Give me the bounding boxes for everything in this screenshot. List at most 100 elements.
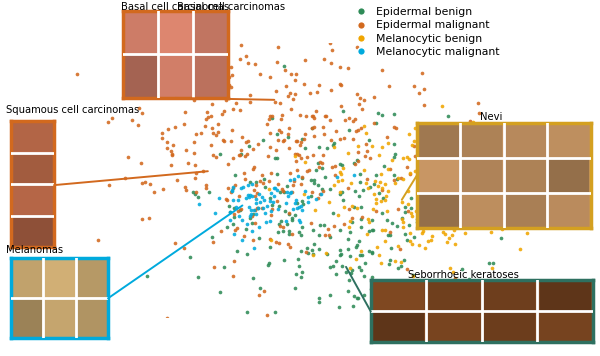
Bar xyxy=(484,281,535,311)
Point xyxy=(417,70,427,75)
Point xyxy=(368,206,378,212)
Point xyxy=(386,245,396,251)
Point xyxy=(279,137,289,143)
Bar xyxy=(549,159,589,192)
Point xyxy=(346,229,355,235)
Point xyxy=(274,127,284,133)
Point xyxy=(236,147,246,153)
Point xyxy=(331,128,341,134)
Point xyxy=(329,223,338,229)
Point xyxy=(287,215,297,221)
Point xyxy=(276,116,286,121)
Point xyxy=(451,276,460,281)
Point xyxy=(315,192,325,197)
Point xyxy=(449,182,458,187)
Point xyxy=(250,220,260,225)
Point xyxy=(441,190,451,196)
Point xyxy=(238,237,247,242)
Point xyxy=(281,200,290,205)
Point xyxy=(190,97,199,103)
Point xyxy=(242,221,251,227)
Point xyxy=(134,31,143,37)
Point xyxy=(286,71,296,77)
Point xyxy=(245,92,254,98)
Point xyxy=(191,189,201,195)
Point xyxy=(398,224,408,229)
Point xyxy=(326,137,336,143)
Point xyxy=(404,222,414,228)
Point xyxy=(403,237,412,243)
Point xyxy=(337,177,346,183)
Point xyxy=(263,153,273,159)
Bar xyxy=(419,194,459,227)
Point xyxy=(344,224,353,230)
Point xyxy=(208,130,217,136)
Point xyxy=(237,134,247,140)
Point xyxy=(206,113,215,119)
Point xyxy=(235,19,244,25)
Point xyxy=(350,188,360,194)
Point xyxy=(351,256,361,262)
Point xyxy=(267,202,277,208)
Point xyxy=(356,248,366,253)
Point xyxy=(407,241,416,246)
Point xyxy=(163,126,173,131)
Point xyxy=(301,113,311,119)
Point xyxy=(390,151,400,157)
Point xyxy=(261,219,271,225)
Point xyxy=(409,143,419,149)
Point xyxy=(403,208,413,214)
Point xyxy=(265,244,275,250)
Point xyxy=(125,47,135,53)
Point xyxy=(234,152,244,158)
Point xyxy=(136,160,146,166)
Point xyxy=(226,138,235,144)
Point xyxy=(436,147,445,153)
Point xyxy=(247,181,256,187)
Point xyxy=(277,186,287,192)
Point xyxy=(505,194,515,200)
Point xyxy=(263,262,273,268)
Point xyxy=(431,162,441,167)
Point xyxy=(222,224,232,230)
Point xyxy=(180,109,190,115)
Text: Nevi: Nevi xyxy=(480,112,502,122)
Point xyxy=(245,192,255,198)
Point xyxy=(209,264,219,269)
Point xyxy=(55,47,64,53)
Bar xyxy=(11,122,53,151)
Point xyxy=(244,195,253,200)
Point xyxy=(181,148,191,153)
Point xyxy=(318,124,328,130)
Point xyxy=(157,130,167,136)
Point xyxy=(233,225,242,231)
Point xyxy=(473,220,483,226)
Point xyxy=(264,186,274,192)
Point xyxy=(399,257,409,263)
Point xyxy=(265,260,274,266)
Point xyxy=(291,138,301,144)
Point xyxy=(368,227,377,233)
Point xyxy=(274,137,283,143)
Point xyxy=(385,166,395,172)
Point xyxy=(353,295,363,300)
Point xyxy=(227,188,236,193)
Point xyxy=(402,164,412,170)
Point xyxy=(373,244,382,250)
Point xyxy=(345,253,355,259)
Point xyxy=(359,124,368,129)
Point xyxy=(424,173,433,179)
Point xyxy=(497,235,506,241)
Point xyxy=(442,214,451,219)
Point xyxy=(236,42,246,48)
Point xyxy=(406,170,415,176)
Point xyxy=(413,216,422,222)
Point xyxy=(107,115,116,121)
Point xyxy=(211,210,220,216)
Point xyxy=(220,138,229,144)
Point xyxy=(193,274,203,279)
Point xyxy=(298,175,307,180)
Point xyxy=(252,190,262,195)
Point xyxy=(196,130,206,135)
Point xyxy=(308,252,318,258)
